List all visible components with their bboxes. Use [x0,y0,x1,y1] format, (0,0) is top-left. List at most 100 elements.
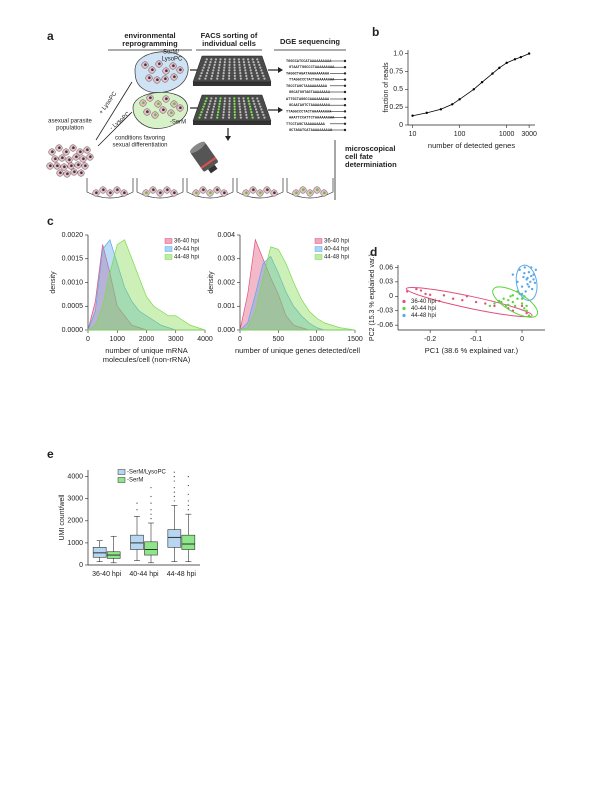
point [411,114,414,117]
nucleus [323,191,326,194]
plate-well [224,58,227,61]
plate-well [214,100,217,103]
plate-well [202,105,205,108]
point [442,294,446,297]
plate-well [228,74,231,77]
outlier [173,495,175,498]
sequence-end [343,110,347,113]
x-tick-label: 3000 [521,131,537,138]
y-tick-label: 0.0020 [62,232,84,239]
y-tick-label: 2000 [67,518,83,525]
plate-well [203,63,206,66]
point [428,293,432,297]
plate-well [205,113,208,116]
legend-label: 40-44 hpi [324,247,349,253]
plate-well [217,72,220,75]
plate-well [239,113,242,116]
plate-well [223,102,226,105]
point [472,88,475,91]
point [451,297,455,300]
nucleus [195,191,198,194]
sequence-end [343,128,347,132]
nucleus [61,156,64,159]
plate-well [233,113,236,116]
nucleus [54,157,57,160]
sequence-end [343,90,347,94]
nucleus [89,155,92,158]
y-tick-label: 0.0005 [62,303,84,310]
plate-well [223,61,226,64]
plate-well [250,74,254,77]
x-axis-label: molecules/cell (non-rRNA) [103,355,191,364]
nucleus [156,78,159,81]
plate-well [203,102,206,105]
legend-label: 40-44 hpi [174,247,199,253]
point [415,287,418,291]
x-axis-label: number of unique mRNA [105,346,188,355]
plate-well [238,108,242,111]
plate-well [246,97,250,100]
nucleus [109,191,112,194]
y-tick-label: 0.004 [217,232,235,239]
plate-well [252,100,255,103]
arrowhead [278,107,283,113]
culture-well [86,178,134,199]
plate-well [238,100,241,103]
plate-well [257,61,260,64]
x-axis-label: number of unique genes detected/cell [235,346,360,355]
legend-label: -SerM/LysoPC [127,470,166,476]
plate-well [198,116,201,119]
legend-swatch [117,469,126,475]
plate-well [249,108,252,111]
nucleus [86,148,89,151]
x-tick-label: 3000 [168,336,184,343]
point [507,303,510,307]
plate-well [217,111,220,114]
plate-well [247,61,250,64]
sequence: TTAGGCCCTACTAAAAAAAAA [289,79,335,83]
plate-well [216,74,219,77]
nucleus [179,68,182,71]
plate-well [210,113,214,116]
plate-well [216,113,219,116]
y-tick-label: 0.0010 [62,279,84,286]
nucleus [82,157,85,160]
condition-label: LysoPC [162,57,183,63]
sequence: GCTAGATCATAAAAAAAAAA [289,129,333,133]
nucleus [273,191,276,194]
point [527,271,531,274]
panel-label: b [372,25,379,39]
plate-well [208,102,211,105]
nucleus [223,191,226,194]
legend-swatch [314,238,323,244]
plate-well [228,58,231,61]
plate-well [238,66,241,69]
plate-well [214,97,218,100]
plate-well [214,58,218,61]
plate-well [239,116,242,119]
plate-well [245,113,248,116]
nucleus [166,188,169,191]
point [498,66,501,70]
nucleus [152,188,155,191]
y-tick-label: 0.003 [217,256,235,263]
panel-label: c [47,214,54,228]
point [520,302,524,305]
plate-well [239,111,242,114]
plate-well [246,58,250,61]
plate-side [193,82,271,86]
plate-well [244,72,247,75]
culture-well [236,178,284,199]
x-tick-label: 100 [454,131,466,138]
plate-well [263,77,266,80]
plate-well [238,102,241,105]
x-tick-label: 4000 [197,336,213,343]
plate-well [207,105,210,108]
outlier [187,493,189,495]
nucleus [157,102,160,105]
outlier [150,502,152,504]
plate-well [233,61,236,64]
point [509,295,512,298]
plate-well [244,69,247,72]
nucleus [173,102,176,105]
